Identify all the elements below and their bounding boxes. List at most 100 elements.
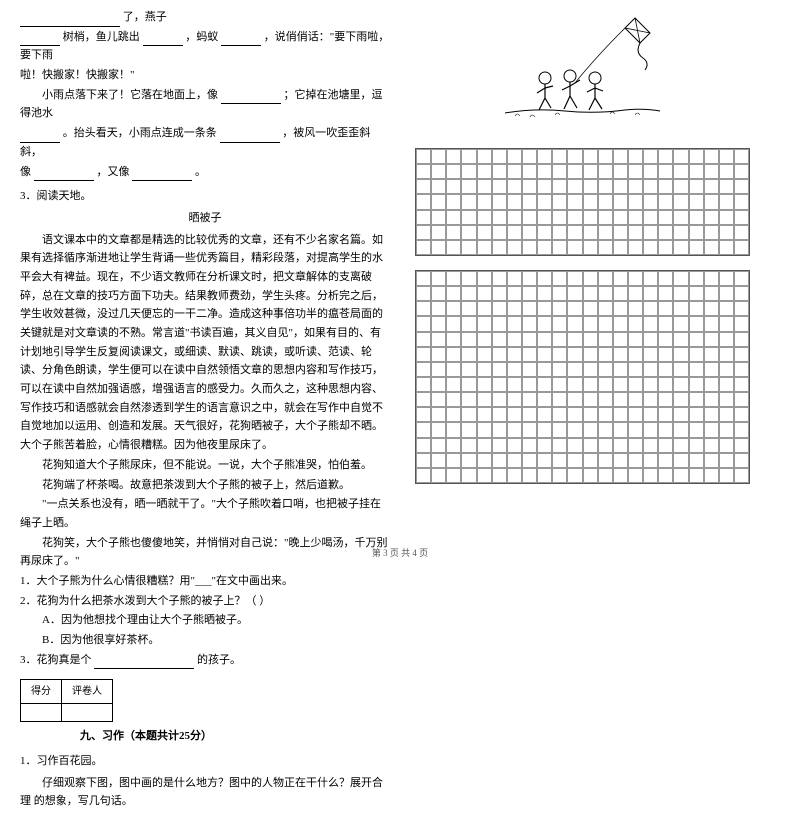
grid-cell [704, 271, 719, 286]
grid-cell [719, 468, 734, 483]
grid-cell [461, 332, 476, 347]
reading-p1: 语文课本中的文章都是精选的比较优秀的文章，还有不少名家名篇。如果有选择循序渐进地… [20, 231, 390, 455]
grid-cell [492, 347, 507, 362]
grid-cell [507, 392, 522, 407]
grid-cell [446, 316, 461, 331]
grid-cell [522, 468, 537, 483]
grid-cell [643, 468, 658, 483]
blank [221, 92, 281, 104]
writing-grid-2 [415, 270, 750, 484]
grid-cell [537, 210, 552, 225]
grid-cell [492, 332, 507, 347]
grid-cell [552, 422, 567, 437]
grid-cell [734, 407, 749, 422]
grid-cell [719, 316, 734, 331]
blank [94, 657, 194, 669]
grid-cell [613, 332, 628, 347]
grid-cell [461, 194, 476, 209]
text: 了，燕子 [123, 11, 167, 23]
writing-1-label: 1．习作百花园。 [20, 752, 390, 771]
grid-cell [734, 316, 749, 331]
grid-cell [704, 225, 719, 240]
writing-1-desc: 仔细观察下图，图中画的是什么地方？图中的人物正在干什么？展开合理 的想象，写几句… [20, 774, 390, 811]
grid-cell [583, 286, 598, 301]
grid-cell [477, 468, 492, 483]
grid-cell [734, 453, 749, 468]
grid-cell [734, 149, 749, 164]
grid-cell [613, 316, 628, 331]
grid-cell [477, 286, 492, 301]
section-nine-title: 九、习作（本题共计25分） [80, 727, 390, 746]
grid-cell [461, 453, 476, 468]
grid-cell [567, 286, 582, 301]
grid-cell [431, 332, 446, 347]
grid-cell [477, 316, 492, 331]
grid-cell [492, 316, 507, 331]
grid-cell [477, 407, 492, 422]
grid-cell [507, 316, 522, 331]
grid-cell [643, 179, 658, 194]
grid-cell [567, 377, 582, 392]
grid-cell [492, 362, 507, 377]
grid-cell [628, 377, 643, 392]
grid-cell [658, 347, 673, 362]
grid-cell [598, 377, 613, 392]
grid-cell [507, 407, 522, 422]
blank [34, 169, 94, 181]
grid-cell [537, 453, 552, 468]
grid-cell [704, 453, 719, 468]
grid-cell [613, 210, 628, 225]
grid-cell [537, 164, 552, 179]
question-3-label: 3．阅读天地。 [20, 187, 390, 206]
grid-cell [446, 194, 461, 209]
grid-cell [446, 407, 461, 422]
grid-cell [628, 179, 643, 194]
grid-cell [613, 362, 628, 377]
grid-cell [431, 438, 446, 453]
grid-cell [643, 271, 658, 286]
grid-cell [673, 392, 688, 407]
grid-cell [704, 347, 719, 362]
grid-cell [719, 362, 734, 377]
grid-cell [643, 422, 658, 437]
grid-cell [583, 347, 598, 362]
grid-cell [673, 301, 688, 316]
grid-cell [628, 453, 643, 468]
text: 的孩子。 [197, 654, 241, 666]
grid-cell [567, 164, 582, 179]
grid-cell [431, 210, 446, 225]
grid-cell [537, 377, 552, 392]
blank [20, 131, 60, 143]
grid-cell [734, 179, 749, 194]
grid-cell [583, 149, 598, 164]
grid-cell [552, 240, 567, 255]
grid-cell [628, 301, 643, 316]
grid-cell [567, 149, 582, 164]
grid-cell [643, 194, 658, 209]
grid-cell [598, 240, 613, 255]
grid-cell [643, 332, 658, 347]
grid-cell [416, 362, 431, 377]
grid-cell [522, 422, 537, 437]
grid-cell [704, 194, 719, 209]
grid-cell [734, 210, 749, 225]
grid-cell [673, 453, 688, 468]
grid-cell [416, 453, 431, 468]
grid-cell [689, 240, 704, 255]
grid-cell [598, 453, 613, 468]
grid-cell [598, 392, 613, 407]
grid-cell [522, 392, 537, 407]
grid-cell [643, 453, 658, 468]
grid-cell [719, 377, 734, 392]
grid-cell [446, 286, 461, 301]
text: 树梢，鱼儿跳出 [63, 31, 140, 43]
grid-cell [704, 392, 719, 407]
grid-cell [613, 240, 628, 255]
grid-cell [446, 438, 461, 453]
grid-cell [734, 377, 749, 392]
grid-cell [719, 179, 734, 194]
grid-cell [567, 332, 582, 347]
grid-cell [446, 468, 461, 483]
grid-cell [704, 407, 719, 422]
grid-cell [446, 164, 461, 179]
